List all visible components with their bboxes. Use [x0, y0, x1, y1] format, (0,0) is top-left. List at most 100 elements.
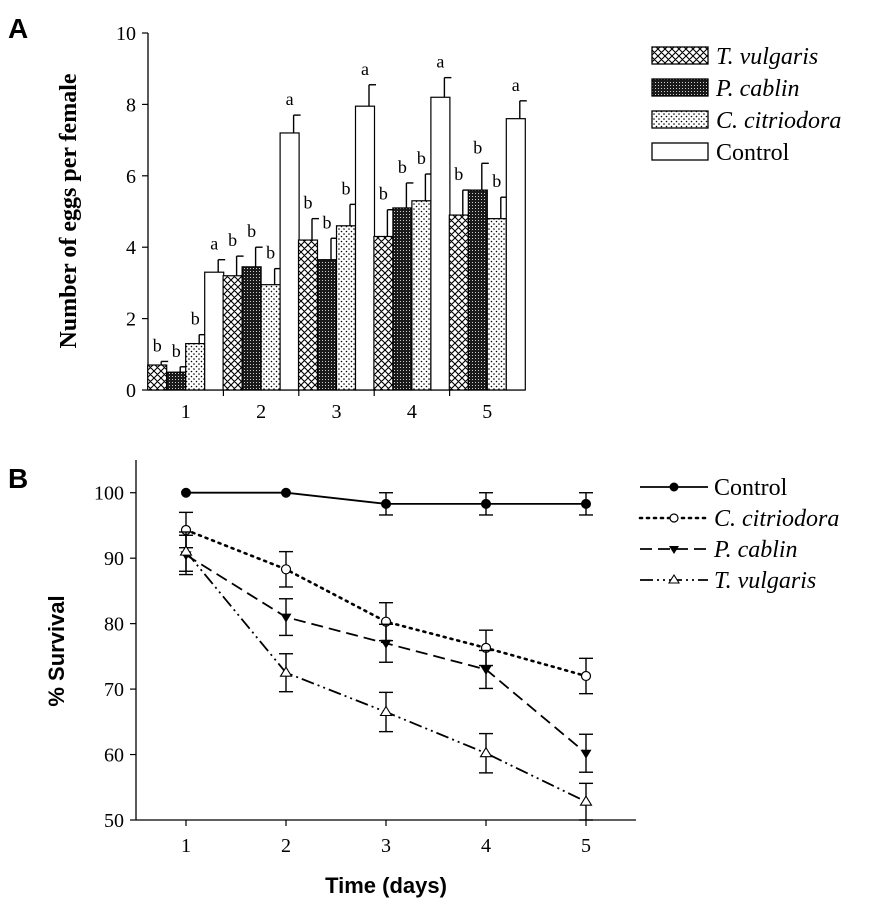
significance-label: b	[323, 212, 332, 232]
panel-a-x-tick-label: 2	[256, 401, 266, 423]
data-point	[181, 487, 191, 498]
legend-swatch	[651, 110, 709, 129]
panel-a-legend: T. vulgaris P. cablin C. citriodora Control	[651, 44, 841, 166]
data-point	[279, 666, 293, 677]
bar	[166, 371, 187, 391]
significance-label: b	[266, 243, 275, 263]
significance-label: b	[172, 341, 181, 361]
bar	[316, 259, 338, 391]
panel-a-y-tick-label: 2	[126, 309, 136, 331]
panel-a-y-tick-label: 10	[116, 23, 136, 45]
bar	[430, 96, 451, 391]
legend-swatch	[651, 46, 709, 65]
significance-label: b	[417, 148, 426, 168]
data-point	[380, 639, 392, 649]
significance-label: b	[379, 184, 388, 204]
panel-a-x-tick-label: 1	[181, 401, 191, 423]
significance-label: a	[436, 52, 444, 72]
legend-label: P. cablin	[713, 537, 798, 563]
data-point	[479, 746, 493, 758]
panel-b-legend: Control C. citriodora P. cablin T. vulgaris	[638, 475, 839, 594]
panel-b-y-tick-label: 80	[104, 614, 124, 636]
panel-b-y-tick-label: 50	[104, 810, 124, 832]
bar	[392, 207, 413, 391]
data-point	[581, 498, 591, 509]
bar	[354, 105, 376, 391]
series-line	[185, 551, 587, 803]
legend-label: C. citriodora	[716, 108, 841, 134]
significance-label: b	[473, 137, 482, 157]
data-point	[379, 705, 393, 717]
legend-label: T. vulgaris	[714, 568, 816, 594]
significance-label: b	[398, 157, 407, 177]
data-point	[281, 487, 291, 498]
bar	[467, 189, 488, 391]
series-line	[184, 528, 588, 678]
panel-b: B % Survival Time (days) 50 60 70 80 90 100 1 2…	[8, 460, 839, 898]
panel-b-y-tick-label: 60	[104, 745, 124, 767]
panel-b-y-tick-label: 90	[104, 548, 124, 570]
data-point	[179, 545, 193, 556]
data-point	[580, 670, 592, 682]
data-point	[669, 482, 679, 492]
significance-label: a	[210, 234, 218, 254]
data-point	[668, 573, 680, 584]
data-point	[669, 546, 679, 554]
legend-swatch	[651, 142, 709, 161]
bar	[335, 225, 357, 391]
significance-label: a	[286, 89, 294, 109]
data-point	[579, 795, 593, 806]
bar	[373, 235, 394, 391]
legend-label: Control	[716, 140, 790, 166]
significance-label: a	[512, 75, 520, 95]
panel-a-x-tick-label: 5	[482, 401, 492, 423]
panel-b-x-tick-label: 5	[581, 835, 591, 857]
significance-label: b	[228, 230, 237, 250]
bar	[486, 218, 507, 391]
data-point	[481, 498, 491, 509]
data-point	[669, 513, 679, 523]
panel-b-plot-area: 50 60 70 80 90 100 1 2 3 4 5	[94, 460, 636, 857]
panel-b-y-tick-label: 70	[104, 679, 124, 701]
panel-a-y-tick-label: 8	[126, 94, 136, 116]
legend-label: C. citriodora	[714, 506, 839, 532]
data-point	[381, 498, 391, 509]
panel-b-y-axis-label: % Survival	[44, 595, 69, 706]
data-point	[280, 564, 292, 575]
panel-b-x-tick-label: 2	[281, 835, 291, 857]
significance-label: b	[342, 178, 351, 198]
significance-label: b	[454, 164, 463, 184]
data-point	[480, 665, 492, 675]
panel-b-x-axis-label: Time (days)	[325, 873, 447, 898]
bar	[260, 284, 281, 391]
bar	[505, 118, 526, 391]
legend-swatch	[651, 78, 709, 97]
panel-a-x-tick-label: 4	[407, 401, 417, 423]
bar	[185, 342, 206, 391]
bar	[241, 266, 262, 391]
significance-label: b	[247, 221, 256, 241]
significance-label: b	[304, 193, 313, 213]
bar	[222, 275, 243, 391]
significance-label: b	[492, 171, 501, 191]
significance-label: b	[153, 335, 162, 355]
panel-b-label: B	[8, 463, 28, 494]
panel-b-x-tick-label: 1	[181, 835, 191, 857]
bar	[147, 364, 168, 391]
legend-label: T. vulgaris	[716, 44, 818, 70]
bar	[279, 132, 300, 391]
panel-b-x-tick-label: 3	[381, 835, 391, 857]
bar	[204, 271, 225, 391]
legend-label: Control	[714, 475, 788, 501]
significance-label: a	[361, 59, 369, 79]
bar	[411, 200, 432, 391]
data-point	[580, 749, 592, 759]
legend-label: P. cablin	[715, 76, 800, 102]
panel-a-x-tick-label: 3	[332, 401, 342, 423]
bar	[448, 214, 469, 391]
panel-a-y-tick-label: 4	[126, 237, 136, 259]
panel-a-y-tick-label: 6	[126, 166, 136, 188]
